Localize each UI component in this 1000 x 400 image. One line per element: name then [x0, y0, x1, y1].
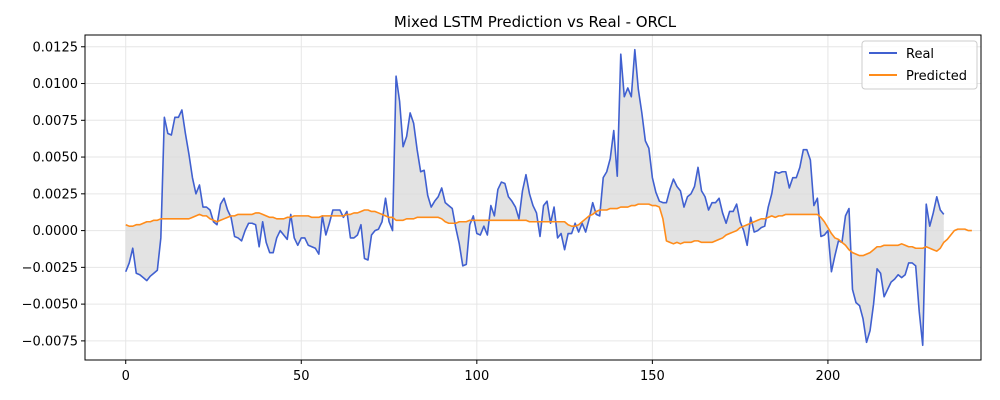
legend: Real Predicted [861, 40, 978, 90]
legend-label-real: Real [906, 47, 934, 62]
x-tick-label: 100 [464, 369, 489, 384]
y-tick-label: 0.0125 [33, 40, 79, 55]
y-tick-label: −0.0025 [22, 261, 78, 276]
y-tick-label: 0.0000 [33, 224, 79, 239]
x-tick-label: 50 [293, 369, 310, 384]
real-series-line [124, 48, 945, 347]
y-tick-label: −0.0050 [22, 298, 78, 313]
y-tick-label: −0.0075 [22, 334, 78, 349]
fill-between [125, 49, 944, 346]
legend-label-predicted: Predicted [906, 69, 967, 84]
series-lines [124, 48, 972, 347]
y-tick-label: 0.0050 [33, 151, 79, 166]
chart-title: Mixed LSTM Prediction vs Real - ORCL [394, 13, 677, 31]
x-axis: 0 50 100 150 200 [122, 360, 841, 384]
x-tick-label: 0 [122, 369, 130, 384]
predicted-series-line [125, 203, 972, 257]
y-tick-label: 0.0100 [33, 77, 79, 92]
y-axis: −0.0075 −0.0050 −0.0025 0.0000 0.0025 0.0050 0… [22, 40, 85, 349]
fill-between-area [125, 49, 944, 346]
y-tick-label: 0.0075 [33, 114, 79, 129]
x-tick-label: 200 [816, 369, 841, 384]
y-tick-label: 0.0025 [33, 187, 79, 202]
x-tick-label: 150 [640, 369, 665, 384]
plot-frame [84, 34, 982, 361]
